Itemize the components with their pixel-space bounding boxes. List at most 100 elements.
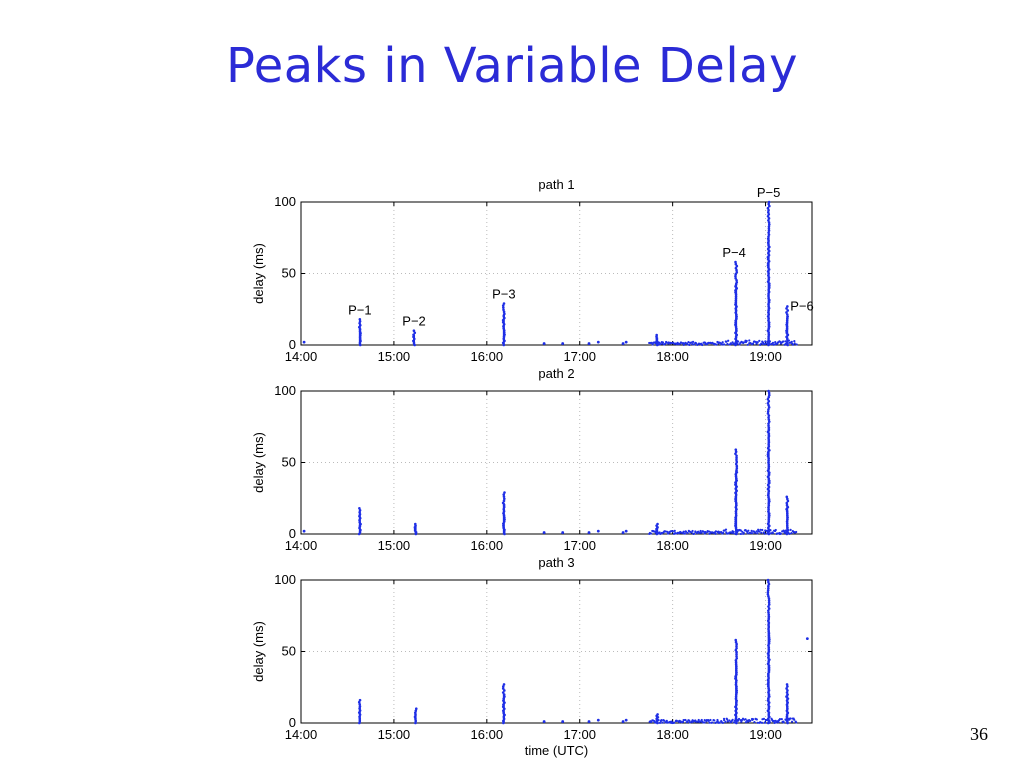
data-point — [786, 309, 790, 312]
data-point — [501, 341, 505, 345]
data-point — [502, 524, 505, 528]
data-point — [785, 703, 789, 707]
data-point — [735, 644, 738, 648]
data-point — [767, 200, 771, 204]
data-point — [788, 532, 791, 535]
data-point — [734, 495, 738, 499]
data-point — [735, 278, 738, 282]
data-point — [734, 473, 738, 476]
data-point — [778, 718, 782, 721]
data-point — [412, 337, 416, 341]
data-point — [734, 301, 738, 304]
data-point — [771, 532, 775, 535]
data-point — [767, 266, 770, 269]
data-point — [767, 461, 770, 464]
data-point — [785, 321, 789, 324]
data-point — [786, 516, 789, 519]
data-point — [766, 247, 770, 251]
data-point — [767, 711, 771, 715]
y-axis-label: delay (ms) — [251, 432, 266, 493]
data-point — [765, 342, 768, 345]
data-point — [766, 678, 770, 682]
data-point — [768, 479, 771, 483]
spike-7 — [785, 305, 790, 347]
data-point — [767, 286, 771, 290]
data-point — [766, 237, 770, 241]
data-point — [735, 665, 738, 668]
data-point — [501, 501, 505, 505]
data-point — [786, 512, 789, 515]
data-point — [503, 339, 506, 343]
data-point — [734, 452, 737, 456]
data-point — [785, 331, 789, 335]
data-point — [767, 656, 770, 659]
data-point — [785, 311, 788, 314]
data-point — [750, 529, 753, 532]
data-point — [766, 455, 770, 458]
data-point — [412, 339, 415, 343]
data-point — [690, 341, 693, 344]
data-point — [767, 221, 771, 224]
data-point — [767, 249, 771, 253]
data-point — [767, 680, 770, 684]
data-point — [785, 713, 789, 717]
data-point — [767, 660, 770, 664]
data-point — [771, 341, 775, 344]
data-point — [735, 703, 738, 707]
panel-title: path 1 — [538, 177, 574, 192]
data-point — [766, 257, 770, 261]
data-point — [358, 719, 362, 723]
data-point — [786, 685, 789, 688]
data-point — [735, 687, 738, 690]
baseline-points — [648, 528, 798, 536]
data-point — [767, 219, 770, 222]
data-point — [789, 528, 792, 532]
x-tick-label: 19:00 — [749, 538, 782, 553]
spike-3 — [501, 491, 506, 536]
data-point — [414, 721, 417, 725]
data-point — [358, 713, 362, 716]
spike-6 — [766, 578, 771, 725]
data-point — [358, 343, 362, 347]
data-point — [703, 721, 706, 724]
data-point — [766, 264, 770, 267]
data-point — [767, 251, 770, 255]
data-point — [735, 280, 739, 284]
data-point — [621, 531, 625, 534]
data-point — [767, 599, 771, 602]
data-point — [734, 713, 737, 717]
data-point — [786, 526, 789, 530]
data-point — [742, 341, 746, 344]
data-point — [760, 342, 763, 345]
data-point — [734, 319, 737, 323]
data-point — [786, 497, 789, 501]
data-point — [767, 625, 771, 629]
data-point — [767, 325, 771, 328]
data-point — [767, 617, 771, 621]
data-point — [718, 721, 721, 724]
data-point — [734, 289, 737, 292]
data-point — [762, 342, 765, 346]
data-point — [735, 270, 739, 274]
data-point — [767, 627, 770, 631]
data-point — [708, 721, 711, 724]
data-point — [767, 654, 770, 657]
data-point — [735, 468, 738, 472]
data-point — [665, 719, 668, 722]
data-point — [660, 532, 664, 535]
data-point — [766, 401, 770, 405]
data-point — [624, 340, 628, 344]
data-point — [414, 719, 418, 723]
data-point — [721, 341, 724, 344]
data-point — [735, 669, 738, 672]
data-point — [734, 260, 737, 264]
data-point — [774, 343, 777, 346]
data-point — [786, 707, 789, 711]
data-point — [767, 648, 771, 651]
data-point — [767, 613, 771, 617]
data-point — [501, 318, 505, 322]
data-point — [767, 432, 771, 436]
data-point — [767, 701, 771, 704]
data-point — [727, 339, 730, 342]
data-point — [502, 703, 505, 707]
